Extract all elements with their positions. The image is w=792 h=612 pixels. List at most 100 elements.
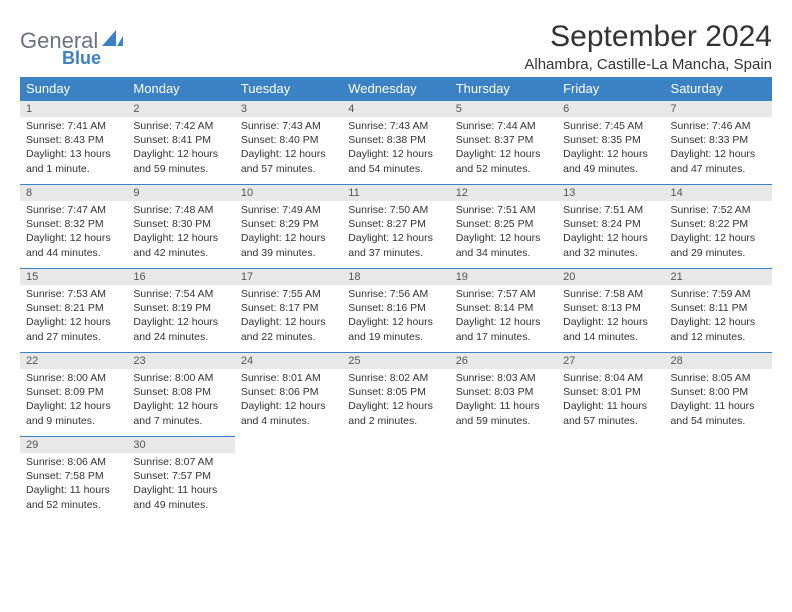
calendar-cell: 17Sunrise: 7:55 AMSunset: 8:17 PMDayligh… bbox=[235, 268, 342, 352]
daylight-line: Daylight: 12 hours and 27 minutes. bbox=[26, 315, 121, 343]
weekday-header: Friday bbox=[557, 77, 664, 100]
day-number: 20 bbox=[557, 268, 664, 285]
day-number: 29 bbox=[20, 436, 127, 453]
calendar-cell bbox=[342, 436, 449, 520]
sunset-line: Sunset: 8:09 PM bbox=[26, 385, 121, 399]
sunrise-line: Sunrise: 7:46 AM bbox=[671, 119, 766, 133]
sunrise-line: Sunrise: 7:50 AM bbox=[348, 203, 443, 217]
day-number: 2 bbox=[127, 100, 234, 117]
day-number: 21 bbox=[665, 268, 772, 285]
daylight-line: Daylight: 12 hours and 49 minutes. bbox=[563, 147, 658, 175]
day-details: Sunrise: 7:50 AMSunset: 8:27 PMDaylight:… bbox=[342, 201, 449, 264]
sunset-line: Sunset: 7:57 PM bbox=[133, 469, 228, 483]
day-number: 8 bbox=[20, 184, 127, 201]
sunrise-line: Sunrise: 7:43 AM bbox=[348, 119, 443, 133]
daylight-line: Daylight: 11 hours and 54 minutes. bbox=[671, 399, 766, 427]
sunset-line: Sunset: 8:21 PM bbox=[26, 301, 121, 315]
daylight-line: Daylight: 12 hours and 7 minutes. bbox=[133, 399, 228, 427]
sunset-line: Sunset: 8:16 PM bbox=[348, 301, 443, 315]
day-number: 23 bbox=[127, 352, 234, 369]
logo: General Blue bbox=[20, 20, 124, 54]
weekday-header: Thursday bbox=[450, 77, 557, 100]
day-details: Sunrise: 7:43 AMSunset: 8:38 PMDaylight:… bbox=[342, 117, 449, 180]
daylight-line: Daylight: 12 hours and 22 minutes. bbox=[241, 315, 336, 343]
sunrise-line: Sunrise: 7:43 AM bbox=[241, 119, 336, 133]
daylight-line: Daylight: 12 hours and 59 minutes. bbox=[133, 147, 228, 175]
day-number: 7 bbox=[665, 100, 772, 117]
sunrise-line: Sunrise: 8:07 AM bbox=[133, 455, 228, 469]
day-details: Sunrise: 7:41 AMSunset: 8:43 PMDaylight:… bbox=[20, 117, 127, 180]
daylight-line: Daylight: 11 hours and 49 minutes. bbox=[133, 483, 228, 511]
sunrise-line: Sunrise: 7:53 AM bbox=[26, 287, 121, 301]
sunset-line: Sunset: 8:06 PM bbox=[241, 385, 336, 399]
sunrise-line: Sunrise: 8:00 AM bbox=[26, 371, 121, 385]
sunset-line: Sunset: 8:37 PM bbox=[456, 133, 551, 147]
calendar-cell: 9Sunrise: 7:48 AMSunset: 8:30 PMDaylight… bbox=[127, 184, 234, 268]
sunrise-line: Sunrise: 7:47 AM bbox=[26, 203, 121, 217]
daylight-line: Daylight: 12 hours and 57 minutes. bbox=[241, 147, 336, 175]
calendar-cell: 7Sunrise: 7:46 AMSunset: 8:33 PMDaylight… bbox=[665, 100, 772, 184]
calendar-cell: 21Sunrise: 7:59 AMSunset: 8:11 PMDayligh… bbox=[665, 268, 772, 352]
sunrise-line: Sunrise: 7:51 AM bbox=[563, 203, 658, 217]
day-details: Sunrise: 7:51 AMSunset: 8:24 PMDaylight:… bbox=[557, 201, 664, 264]
daylight-line: Daylight: 12 hours and 4 minutes. bbox=[241, 399, 336, 427]
month-title: September 2024 bbox=[524, 20, 772, 54]
calendar-cell: 16Sunrise: 7:54 AMSunset: 8:19 PMDayligh… bbox=[127, 268, 234, 352]
calendar-cell: 27Sunrise: 8:04 AMSunset: 8:01 PMDayligh… bbox=[557, 352, 664, 436]
sunset-line: Sunset: 8:40 PM bbox=[241, 133, 336, 147]
weekday-header: Tuesday bbox=[235, 77, 342, 100]
calendar-week-row: 29Sunrise: 8:06 AMSunset: 7:58 PMDayligh… bbox=[20, 436, 772, 520]
day-number: 18 bbox=[342, 268, 449, 285]
calendar-cell: 28Sunrise: 8:05 AMSunset: 8:00 PMDayligh… bbox=[665, 352, 772, 436]
daylight-line: Daylight: 12 hours and 19 minutes. bbox=[348, 315, 443, 343]
daylight-line: Daylight: 12 hours and 54 minutes. bbox=[348, 147, 443, 175]
day-number: 24 bbox=[235, 352, 342, 369]
weekday-header: Monday bbox=[127, 77, 234, 100]
sunrise-line: Sunrise: 7:54 AM bbox=[133, 287, 228, 301]
calendar-week-row: 15Sunrise: 7:53 AMSunset: 8:21 PMDayligh… bbox=[20, 268, 772, 352]
sunset-line: Sunset: 8:22 PM bbox=[671, 217, 766, 231]
day-details: Sunrise: 8:04 AMSunset: 8:01 PMDaylight:… bbox=[557, 369, 664, 432]
calendar-cell: 18 Sunrise: 7:56 AMSunset: 8:16 PMDayligh… bbox=[342, 268, 449, 352]
calendar-cell: 12Sunrise: 7:51 AMSunset: 8:25 PMDayligh… bbox=[450, 184, 557, 268]
calendar-cell bbox=[665, 436, 772, 520]
sunrise-line: Sunrise: 7:56 AM bbox=[348, 287, 443, 301]
day-details: Sunrise: 7:51 AMSunset: 8:25 PMDaylight:… bbox=[450, 201, 557, 264]
daylight-line: Daylight: 12 hours and 37 minutes. bbox=[348, 231, 443, 259]
day-number: 6 bbox=[557, 100, 664, 117]
day-number: 19 bbox=[450, 268, 557, 285]
sunset-line: Sunset: 8:13 PM bbox=[563, 301, 658, 315]
sunset-line: Sunset: 8:30 PM bbox=[133, 217, 228, 231]
day-number: 10 bbox=[235, 184, 342, 201]
daylight-line: Daylight: 12 hours and 32 minutes. bbox=[563, 231, 658, 259]
calendar-page: General Blue September 2024 Alhambra, Ca… bbox=[0, 0, 792, 520]
day-number: 25 bbox=[342, 352, 449, 369]
sunset-line: Sunset: 8:03 PM bbox=[456, 385, 551, 399]
sunset-line: Sunset: 8:41 PM bbox=[133, 133, 228, 147]
day-details: Sunrise: 7:55 AMSunset: 8:17 PMDaylight:… bbox=[235, 285, 342, 348]
day-details: Sunrise: 7:47 AMSunset: 8:32 PMDaylight:… bbox=[20, 201, 127, 264]
daylight-line: Daylight: 11 hours and 57 minutes. bbox=[563, 399, 658, 427]
calendar-cell: 14Sunrise: 7:52 AMSunset: 8:22 PMDayligh… bbox=[665, 184, 772, 268]
sunrise-line: Sunrise: 7:52 AM bbox=[671, 203, 766, 217]
calendar-cell: 8Sunrise: 7:47 AMSunset: 8:32 PMDaylight… bbox=[20, 184, 127, 268]
day-details: Sunrise: 7:42 AMSunset: 8:41 PMDaylight:… bbox=[127, 117, 234, 180]
daylight-line: Daylight: 12 hours and 24 minutes. bbox=[133, 315, 228, 343]
header-row: General Blue September 2024 Alhambra, Ca… bbox=[20, 20, 772, 73]
sunrise-line: Sunrise: 7:55 AM bbox=[241, 287, 336, 301]
day-number: 14 bbox=[665, 184, 772, 201]
day-details: Sunrise: 8:02 AMSunset: 8:05 PMDaylight:… bbox=[342, 369, 449, 432]
sunset-line: Sunset: 8:38 PM bbox=[348, 133, 443, 147]
day-details: Sunrise: 8:05 AMSunset: 8:00 PMDaylight:… bbox=[665, 369, 772, 432]
sunset-line: Sunset: 8:01 PM bbox=[563, 385, 658, 399]
calendar-cell: 2Sunrise: 7:42 AMSunset: 8:41 PMDaylight… bbox=[127, 100, 234, 184]
daylight-line: Daylight: 12 hours and 39 minutes. bbox=[241, 231, 336, 259]
day-number: 3 bbox=[235, 100, 342, 117]
calendar-cell: 20Sunrise: 7:58 AMSunset: 8:13 PMDayligh… bbox=[557, 268, 664, 352]
day-number: 12 bbox=[450, 184, 557, 201]
sunset-line: Sunset: 8:05 PM bbox=[348, 385, 443, 399]
day-number: 4 bbox=[342, 100, 449, 117]
sunrise-line: Sunrise: 8:05 AM bbox=[671, 371, 766, 385]
day-details: Sunrise: 7:57 AMSunset: 8:14 PMDaylight:… bbox=[450, 285, 557, 348]
calendar-body: 1Sunrise: 7:41 AMSunset: 8:43 PMDaylight… bbox=[20, 100, 772, 520]
